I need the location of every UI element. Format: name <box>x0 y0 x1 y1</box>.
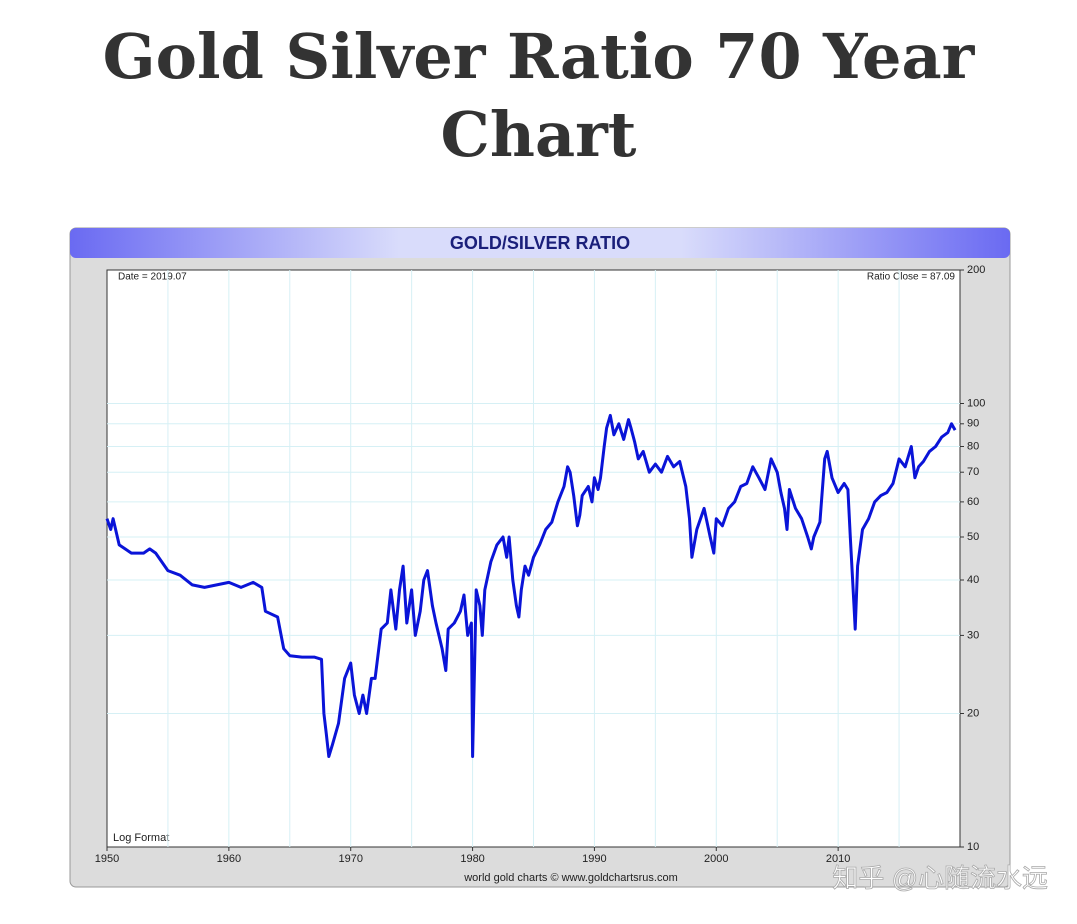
watermark: 知乎 @心随流水远 <box>832 863 1048 893</box>
x-tick-label: 1960 <box>217 853 241 865</box>
x-tick-label: 2000 <box>704 853 728 865</box>
y-tick-label: 40 <box>967 574 979 586</box>
y-tick-label: 200 <box>967 264 985 276</box>
y-tick-label: 100 <box>967 397 985 409</box>
x-tick-label: 1970 <box>338 853 362 865</box>
y-tick-label: 50 <box>967 531 979 543</box>
x-tick-label: 2010 <box>826 853 850 865</box>
source-label: world gold charts © www.goldchartsrus.co… <box>463 872 678 884</box>
y-tick-label: 60 <box>967 496 979 508</box>
header-bar <box>70 228 1010 258</box>
chart-title: GOLD/SILVER RATIO <box>450 233 630 253</box>
x-tick-label: 1980 <box>460 853 484 865</box>
format-label: Log Format <box>113 832 169 844</box>
y-tick-label: 70 <box>967 466 979 478</box>
close-label: Ratio Close = 87.09 <box>867 272 956 283</box>
y-tick-label: 20 <box>967 707 979 719</box>
data-line <box>105 413 957 758</box>
x-tick-label: 1990 <box>582 853 606 865</box>
date-label: Date = 2019.07 <box>118 272 187 283</box>
y-tick-label: 10 <box>967 841 979 853</box>
y-tick-label: 30 <box>967 629 979 641</box>
x-tick-label: 1950 <box>95 853 119 865</box>
y-tick-label: 80 <box>967 440 979 452</box>
page-title: Gold Silver Ratio 70 Year Chart <box>102 20 975 171</box>
y-tick-label: 90 <box>967 418 979 430</box>
